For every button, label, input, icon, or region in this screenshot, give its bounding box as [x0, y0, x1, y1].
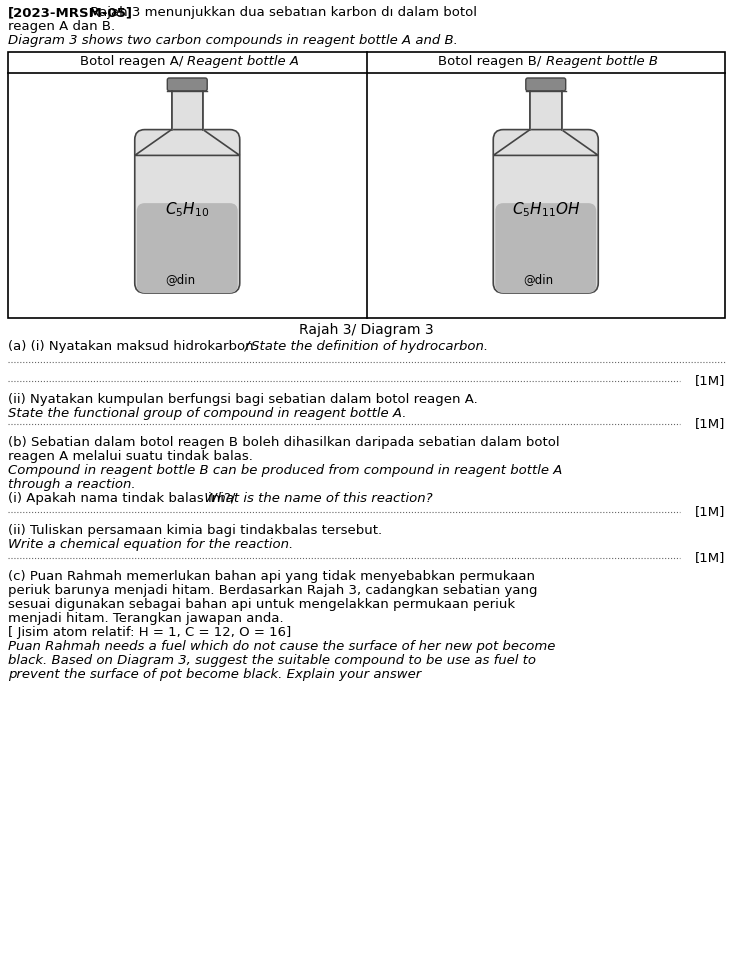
- Bar: [8, 52, 725, 318]
- Text: Write a chemical equation for the reaction.: Write a chemical equation for the reacti…: [8, 538, 293, 551]
- Text: Reagent bottle A: Reagent bottle A: [187, 55, 299, 68]
- Bar: [172, 91, 203, 129]
- Text: (c) Puan Rahmah memerlukan bahan api yang tidak menyebabkan permukaan: (c) Puan Rahmah memerlukan bahan api yan…: [8, 570, 535, 583]
- Text: reagen A melalui suatu tindak balas.: reagen A melalui suatu tindak balas.: [8, 450, 253, 463]
- Text: reagen A dan B.: reagen A dan B.: [8, 20, 115, 33]
- Polygon shape: [493, 129, 598, 155]
- FancyBboxPatch shape: [137, 203, 237, 293]
- Text: @din: @din: [524, 273, 554, 286]
- Text: What is the name of this reaction?: What is the name of this reaction?: [200, 492, 432, 505]
- Text: @din: @din: [165, 273, 196, 286]
- Text: [ Jisim atom relatif: H = 1, C = 12, O = 16]: [ Jisim atom relatif: H = 1, C = 12, O =…: [8, 626, 291, 639]
- Text: Reagent bottle B: Reagent bottle B: [546, 55, 658, 68]
- Text: (ii) Tuliskan persamaan kimia bagi tindakbalas tersebut.: (ii) Tuliskan persamaan kimia bagi tinda…: [8, 524, 382, 537]
- Polygon shape: [135, 129, 240, 155]
- Text: State the functional group of compound in reagent bottle A.: State the functional group of compound i…: [8, 407, 407, 420]
- Text: (i) Apakah nama tindak balas ini?/: (i) Apakah nama tindak balas ini?/: [8, 492, 240, 505]
- Text: Compound in reagent bottle B can be produced from compound in reagent bottle A: Compound in reagent bottle B can be prod…: [8, 464, 562, 477]
- Text: sesuai digunakan sebagai bahan api untuk mengelakkan permukaan periuk: sesuai digunakan sebagai bahan api untuk…: [8, 598, 515, 611]
- Text: Botol reagen A/: Botol reagen A/: [80, 55, 187, 68]
- Text: menjadi hitam. Terangkan jawapan anda.: menjadi hitam. Terangkan jawapan anda.: [8, 612, 284, 625]
- Text: [1M]: [1M]: [695, 506, 725, 518]
- Text: / State the definition of hydrocarbon.: / State the definition of hydrocarbon.: [245, 340, 489, 353]
- Text: black. Based on Diagram 3, suggest the suitable compound to be use as fuel to: black. Based on Diagram 3, suggest the s…: [8, 654, 536, 667]
- Bar: [530, 91, 561, 129]
- Text: Diagram 3 shows two carbon compounds in reagent bottle A and B.: Diagram 3 shows two carbon compounds in …: [8, 34, 458, 47]
- FancyBboxPatch shape: [526, 78, 566, 91]
- Text: Puan Rahmah needs a fuel which do not cause the surface of her new pot become: Puan Rahmah needs a fuel which do not ca…: [8, 640, 556, 653]
- Text: [1M]: [1M]: [695, 552, 725, 564]
- Text: (a) (i) Nyatakan maksud hidrokarbon.: (a) (i) Nyatakan maksud hidrokarbon.: [8, 340, 258, 353]
- Text: $C_5H_{10}$: $C_5H_{10}$: [165, 200, 210, 219]
- Text: $C_5H_{11}OH$: $C_5H_{11}OH$: [512, 200, 580, 219]
- Text: [2023-MRSM-05]: [2023-MRSM-05]: [8, 6, 133, 19]
- FancyBboxPatch shape: [167, 78, 207, 91]
- Text: Rajah 3/ Diagram 3: Rajah 3/ Diagram 3: [299, 323, 434, 337]
- FancyBboxPatch shape: [493, 129, 598, 293]
- Text: periuk barunya menjadi hitam. Berdasarkan Rajah 3, cadangkan sebatian yang: periuk barunya menjadi hitam. Berdasarka…: [8, 584, 537, 597]
- Text: (b) Sebatian dalam botol reagen B boleh dihasilkan daripada sebatian dalam botol: (b) Sebatian dalam botol reagen B boleh …: [8, 436, 559, 449]
- Text: Botol reagen B/: Botol reagen B/: [438, 55, 546, 68]
- Text: through a reaction.: through a reaction.: [8, 478, 136, 491]
- FancyBboxPatch shape: [135, 129, 240, 293]
- Text: (ii) Nyatakan kumpulan berfungsi bagi sebatian dalam botol reagen A.: (ii) Nyatakan kumpulan berfungsi bagi se…: [8, 393, 478, 406]
- Text: [1M]: [1M]: [695, 418, 725, 430]
- Text: [1M]: [1M]: [695, 375, 725, 387]
- FancyBboxPatch shape: [496, 203, 596, 293]
- Text: prevent the surface of pot become black. Explain your answer: prevent the surface of pot become black.…: [8, 668, 421, 681]
- Text: Rajah 3 menunjukkan dua sebatıan karbon dı dalam botol: Rajah 3 menunjukkan dua sebatıan karbon …: [86, 6, 477, 19]
